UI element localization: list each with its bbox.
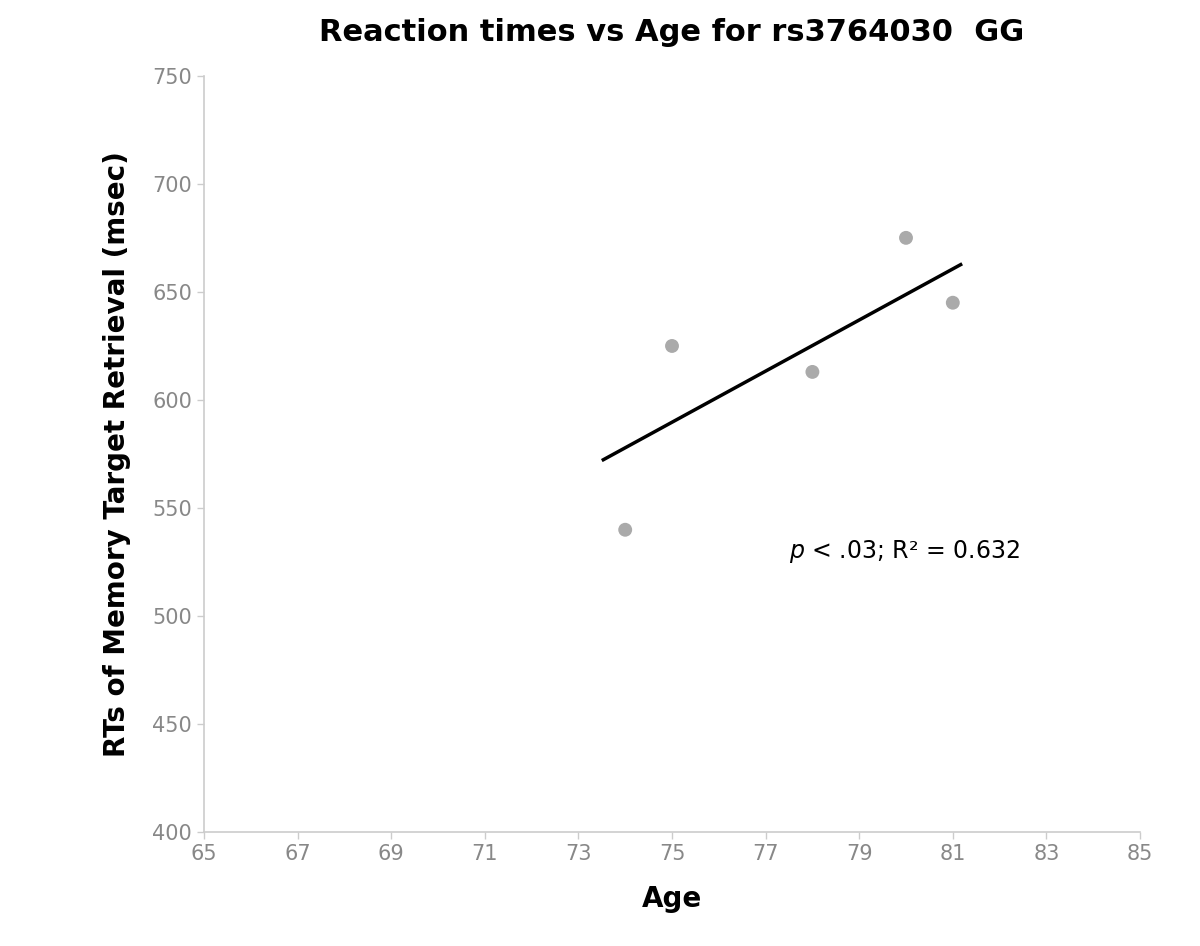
- X-axis label: Age: Age: [642, 885, 702, 913]
- Point: [896, 230, 916, 245]
- Point: [616, 522, 635, 537]
- Point: [803, 364, 822, 379]
- Point: [943, 295, 962, 310]
- Text: $\it{p}$ < .03; R² = 0.632: $\it{p}$ < .03; R² = 0.632: [790, 538, 1020, 565]
- Y-axis label: RTs of Memory Target Retrieval (msec): RTs of Memory Target Retrieval (msec): [103, 151, 132, 757]
- Title: Reaction times vs Age for rs3764030  GG: Reaction times vs Age for rs3764030 GG: [319, 18, 1025, 47]
- Point: [662, 339, 682, 354]
